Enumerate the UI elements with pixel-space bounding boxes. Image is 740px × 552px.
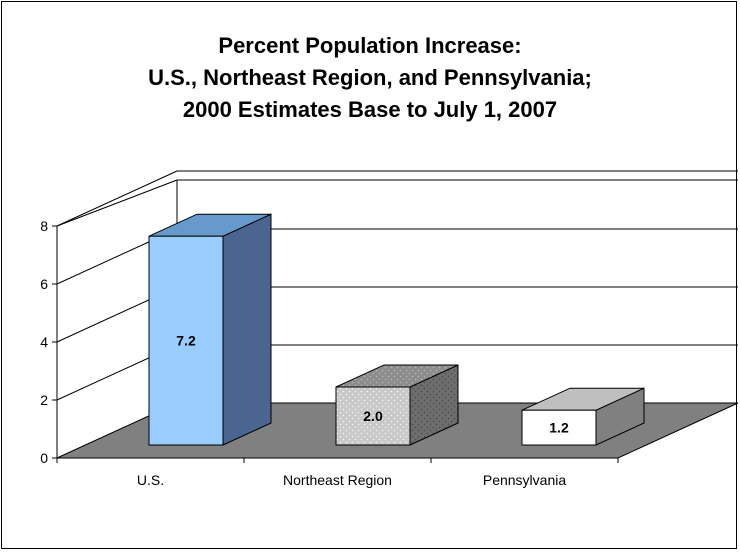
y-tick-label: 6 bbox=[40, 276, 48, 292]
data-label: 1.2 bbox=[549, 420, 569, 436]
bar-front bbox=[521, 409, 597, 446]
chart-title-line-3: 2000 Estimates Base to July 1, 2007 bbox=[182, 97, 558, 122]
bar-3 bbox=[521, 387, 645, 446]
x-tick-label: Pennsylvania bbox=[483, 472, 566, 488]
data-label: 7.2 bbox=[176, 333, 196, 349]
bar-front bbox=[148, 235, 224, 446]
y-tick-label: 4 bbox=[40, 334, 48, 350]
side-wall-top-edge bbox=[56, 179, 178, 227]
x-tick-label: U.S. bbox=[137, 472, 164, 488]
data-label: 2.0 bbox=[363, 408, 383, 424]
bar-1 bbox=[148, 213, 272, 446]
y-tick-label: 0 bbox=[40, 450, 48, 466]
gridline-side bbox=[56, 170, 178, 227]
y-tick-label: 8 bbox=[40, 218, 48, 234]
chart-title-line-1: Percent Population Increase: bbox=[218, 33, 522, 58]
x-tick-label: Northeast Region bbox=[283, 472, 392, 488]
y-tick-label: 2 bbox=[40, 392, 48, 408]
bar-2 bbox=[335, 364, 459, 446]
chart-title-line-2: U.S., Northeast Region, and Pennsylvania… bbox=[148, 65, 592, 90]
bar-front bbox=[335, 386, 411, 446]
bar-side bbox=[222, 213, 272, 446]
